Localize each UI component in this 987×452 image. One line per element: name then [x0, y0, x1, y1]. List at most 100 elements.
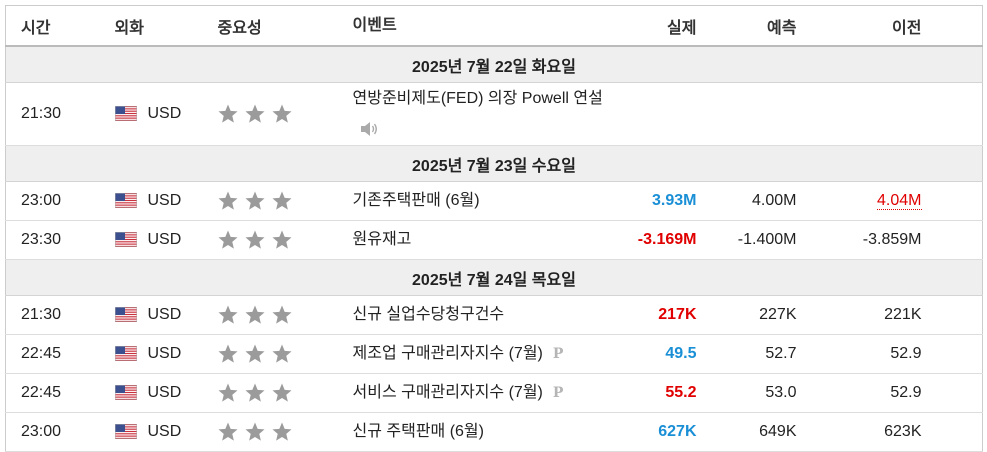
- time: 21:30: [5, 295, 101, 335]
- time: 23:00: [5, 412, 101, 452]
- flag-stripe: [114, 241, 137, 243]
- currency: USD: [147, 105, 182, 122]
- importance-cell: [205, 295, 336, 335]
- flag-stripe: [114, 428, 137, 431]
- previous: 52.9: [890, 384, 922, 401]
- event-name: 제조업 구매관리자지수 (7월): [352, 345, 543, 362]
- currency: USD: [147, 306, 182, 323]
- currency-cell: USD: [100, 295, 206, 335]
- flag-stripe: [114, 435, 137, 437]
- currency-cell: USD: [100, 334, 206, 374]
- flag-stripe: [114, 307, 137, 309]
- flag-stripe: [114, 234, 137, 236]
- importance-star: [244, 230, 265, 249]
- flag-stripe: [114, 321, 137, 323]
- flag-stripe: [114, 204, 137, 206]
- flag-stripe: [114, 309, 137, 311]
- table-body: 2025년 7월 22일 화요일 21:30 USD 연방준비제도(FED) 의장 P…: [5, 46, 983, 452]
- previous-cell: -3.859M: [800, 220, 926, 260]
- flag-border: [114, 307, 137, 323]
- event-name: 기존주택판매 (6월): [352, 192, 480, 209]
- flag-stripe: [114, 239, 137, 241]
- actual: -3.169M: [605, 220, 701, 260]
- event-cell: 서비스 구매관리자지수 (7월) P: [335, 373, 606, 413]
- flag-canton: [114, 424, 125, 433]
- currency: USD: [147, 384, 182, 401]
- importance-stars: [217, 344, 292, 363]
- us-flag: [114, 193, 137, 209]
- flag-stripe: [114, 394, 137, 396]
- currency-cell: USD: [100, 82, 206, 146]
- us-flag: [114, 232, 137, 248]
- us-flag: [114, 385, 137, 401]
- currency: USD: [147, 423, 182, 440]
- importance-star: [271, 305, 292, 324]
- event-row: 23:00 USD 신규 주택판매 (6월) 627K 649K 623K: [5, 412, 983, 452]
- flag-canton: [114, 106, 125, 115]
- flag-stripe: [114, 200, 137, 202]
- flag-stripe: [114, 108, 137, 110]
- speech-icon: [360, 121, 377, 136]
- importance-star: [244, 422, 265, 441]
- importance-cell: [205, 181, 336, 221]
- event-cell: 연방준비제도(FED) 의장 Powell 연설: [335, 82, 606, 146]
- time: 23:00: [5, 181, 101, 221]
- flag-stripe: [114, 243, 137, 245]
- flag-stripe: [114, 433, 137, 435]
- us-flag: [114, 424, 137, 440]
- importance-star: [271, 344, 292, 363]
- event-cell: 제조업 구매관리자지수 (7월) P: [335, 334, 606, 374]
- event-row: 22:45 USD 제조업 구매관리자지수 (7월) P 49.5 52.7 52.9: [5, 334, 983, 374]
- currency-cell: USD: [100, 181, 206, 221]
- previous-cell: [800, 82, 926, 146]
- column-header: 이벤트: [335, 5, 606, 47]
- currency: USD: [147, 231, 182, 248]
- previous-cell: 623K: [800, 412, 926, 452]
- spacer: [925, 181, 983, 221]
- spacer: [925, 373, 983, 413]
- speaker: [360, 121, 370, 136]
- event-cell: 원유재고: [335, 220, 606, 260]
- flag-stripe: [114, 350, 137, 353]
- flag-stripe: [114, 399, 137, 401]
- preliminary-badge: P: [552, 346, 564, 362]
- us-flag: [114, 346, 137, 362]
- flag-stripe: [114, 110, 137, 113]
- header-row: 시간 외화 중요성 이벤트 실제 예측 이전: [5, 5, 983, 47]
- event-name: 신규 주택판매 (6월): [352, 423, 485, 440]
- us-flag: [114, 106, 137, 122]
- column-header: 이전: [800, 5, 926, 47]
- flag-stripe: [114, 246, 137, 248]
- previous-cell: 52.9: [800, 373, 926, 413]
- flag-stripe: [114, 207, 137, 209]
- importance-star: [244, 104, 265, 123]
- actual: 49.5: [605, 334, 701, 374]
- flag-border: [114, 193, 137, 209]
- us-flag: [114, 307, 137, 323]
- flag-stripe: [114, 426, 137, 428]
- importance-star: [271, 383, 292, 402]
- flag-border: [114, 424, 137, 440]
- previous: 623K: [884, 423, 922, 440]
- flag-stripe: [114, 318, 137, 320]
- importance-stars: [217, 104, 292, 123]
- date-row: 2025년 7월 22일 화요일: [5, 46, 983, 83]
- importance-stars: [217, 305, 292, 324]
- importance-star: [217, 305, 238, 324]
- flag-stripe: [114, 202, 137, 204]
- flag-stripe: [114, 387, 137, 389]
- spacer: [925, 295, 983, 335]
- flag-stripe: [114, 348, 137, 350]
- flag-canton: [114, 232, 125, 241]
- time: 22:45: [5, 373, 101, 413]
- sound-wave: [371, 123, 377, 135]
- forecast: 53.0: [700, 373, 801, 413]
- calendar-table: 시간 외화 중요성 이벤트 실제 예측 이전 2025년 7월 22일 화요일 21:30 US…: [5, 5, 983, 452]
- calendar: 시간 외화 중요성 이벤트 실제 예측 이전 2025년 7월 22일 화요일 21:30 US…: [5, 5, 983, 452]
- flag-stripe: [114, 314, 137, 316]
- flag-stripe: [114, 195, 137, 197]
- forecast: 227K: [700, 295, 801, 335]
- spacer: [925, 334, 983, 374]
- column-header: 외화: [100, 5, 206, 47]
- previous: 52.9: [890, 345, 922, 362]
